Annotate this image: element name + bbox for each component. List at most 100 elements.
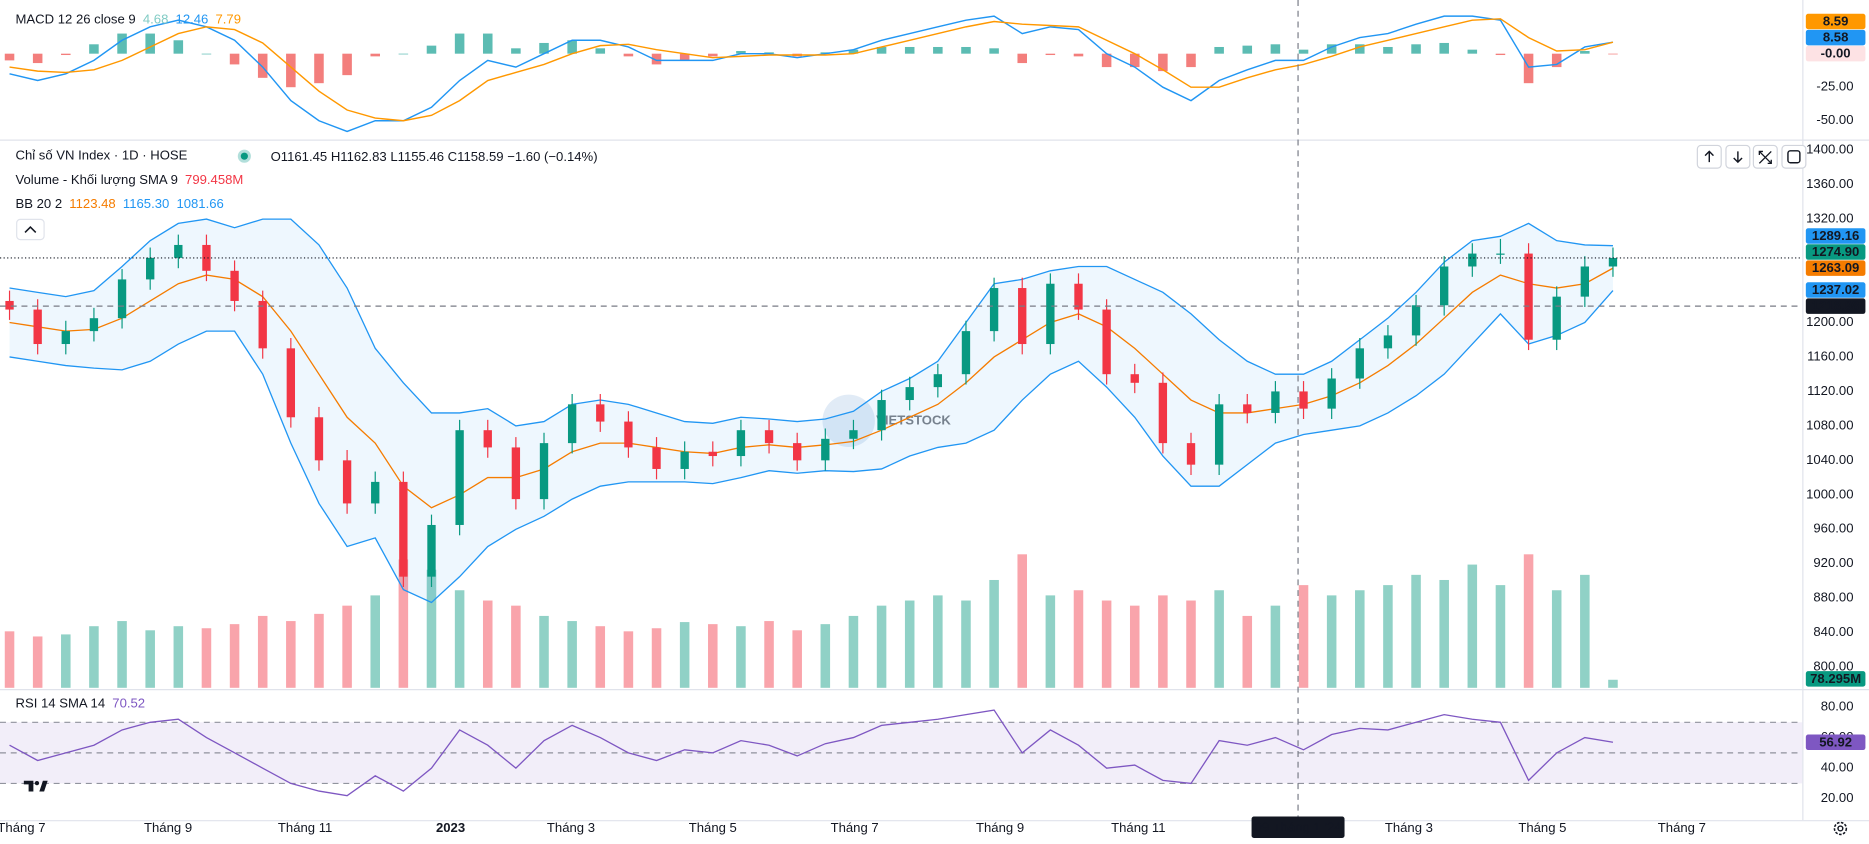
x-tick-label: Tháng 5 bbox=[689, 820, 737, 835]
candle-body bbox=[821, 438, 830, 461]
rsi-value: 70.52 bbox=[112, 696, 145, 711]
macd-histogram-bar bbox=[511, 48, 521, 54]
x-tick-label: Tháng 11 bbox=[1111, 820, 1165, 835]
macd-histogram-bar bbox=[398, 53, 409, 55]
macd-histogram-bar bbox=[736, 51, 746, 54]
volume-bar bbox=[1383, 585, 1393, 688]
macd-histogram-bar bbox=[567, 40, 577, 54]
candle-body bbox=[652, 447, 661, 469]
macd-signal-line bbox=[9, 18, 1614, 122]
rsi-legend: RSI 14 SMA 14 70.52 bbox=[15, 696, 145, 711]
candle-body bbox=[1214, 404, 1224, 465]
candle-body bbox=[61, 331, 70, 345]
tradingview-logo[interactable] bbox=[23, 780, 48, 792]
axis-value-label: -0.00 bbox=[1821, 46, 1851, 61]
candle-body bbox=[286, 348, 296, 418]
macd-signal-value: 7.79 bbox=[216, 12, 242, 27]
candle-body bbox=[1383, 335, 1393, 349]
volume-bar bbox=[1270, 605, 1281, 688]
collapse-pane-button[interactable] bbox=[1752, 144, 1778, 169]
candle-body bbox=[905, 387, 914, 401]
move-down-button[interactable] bbox=[1725, 144, 1751, 169]
candle-body bbox=[877, 400, 886, 431]
volume-bar bbox=[426, 569, 437, 688]
volume-bar bbox=[145, 630, 155, 688]
y-tick-label: 1400.00 bbox=[1806, 142, 1853, 157]
rsi-line bbox=[9, 709, 1614, 797]
rsi-value-label: 56.92 bbox=[1819, 734, 1852, 749]
x-tick-label: Tháng 7 bbox=[1658, 820, 1706, 835]
move-up-button[interactable] bbox=[1696, 144, 1722, 169]
x-tick-label: Tháng 3 bbox=[1385, 820, 1433, 835]
candle-body bbox=[399, 481, 408, 577]
volume-bar bbox=[1326, 595, 1337, 688]
macd-histogram-bar bbox=[314, 53, 324, 84]
plot-layer: VIETSTOCK bbox=[0, 15, 1803, 797]
macd-histogram-bar bbox=[1101, 53, 1112, 68]
axis-value-box bbox=[1805, 45, 1866, 62]
volume-bar bbox=[342, 605, 352, 688]
axis-value-box bbox=[1805, 298, 1866, 314]
volume-bar bbox=[89, 626, 99, 688]
rsi-value-box bbox=[1805, 734, 1866, 751]
y-tick-label: 1040.00 bbox=[1806, 452, 1853, 467]
macd-histogram-bar bbox=[1129, 53, 1140, 68]
bb-lower-line bbox=[9, 290, 1614, 604]
bb-upper-line bbox=[9, 218, 1613, 427]
macd-histogram-bar bbox=[286, 53, 296, 88]
settings-button[interactable] bbox=[1833, 821, 1848, 836]
axis-value-label: 8.58 bbox=[1823, 30, 1849, 45]
symbol-title: Chỉ số VN Index · 1D · HOSE bbox=[15, 148, 187, 163]
bb-legend: BB 20 2 1123.48 1165.30 1081.66 bbox=[15, 197, 223, 212]
x-tick-label: Tháng 9 bbox=[976, 820, 1024, 835]
candle-body bbox=[1468, 253, 1477, 267]
y-tick-label: -25.00 bbox=[1816, 79, 1853, 94]
candle-body bbox=[933, 374, 943, 388]
axis-value-box bbox=[1805, 244, 1866, 260]
macd-histogram-bar bbox=[117, 33, 127, 54]
volume-bar bbox=[1045, 595, 1056, 688]
macd-histogram-bar bbox=[1298, 49, 1309, 54]
candle-body bbox=[1552, 296, 1561, 340]
candle-body bbox=[1102, 309, 1111, 375]
bb-middle-line bbox=[9, 267, 1614, 509]
macd-histogram-bar bbox=[1214, 46, 1224, 54]
macd-histogram-bar bbox=[454, 33, 465, 54]
volume-bar bbox=[961, 600, 971, 688]
axis-value-box bbox=[1805, 228, 1866, 244]
macd-histogram-bar bbox=[904, 46, 915, 54]
volume-bar bbox=[482, 600, 493, 688]
candle-body bbox=[680, 451, 689, 469]
volume-bar bbox=[1439, 579, 1449, 688]
candle-body bbox=[1355, 348, 1364, 379]
rsi-name: RSI 14 SMA 14 bbox=[15, 696, 105, 711]
candle-body bbox=[89, 318, 99, 332]
collapse-legend-button[interactable] bbox=[16, 218, 45, 241]
volume-bar bbox=[1495, 585, 1506, 688]
volume-bar bbox=[876, 605, 887, 688]
candle-body bbox=[1299, 391, 1308, 409]
volume-bar bbox=[257, 615, 268, 688]
macd-histogram-bar bbox=[595, 48, 606, 54]
candle-body bbox=[174, 244, 183, 258]
volume-bar bbox=[32, 636, 43, 688]
candle-body bbox=[258, 300, 267, 349]
candle-body bbox=[736, 430, 746, 457]
candle-body bbox=[1158, 382, 1168, 444]
maximize-pane-button[interactable] bbox=[1781, 144, 1807, 169]
macd-histogram-bar bbox=[61, 53, 71, 56]
market-status-dot-inner bbox=[240, 152, 248, 160]
macd-histogram-bar bbox=[173, 40, 184, 54]
candle-body bbox=[596, 404, 605, 422]
volume-bar bbox=[117, 621, 127, 688]
axis-value-label: 1263.09 bbox=[1812, 260, 1859, 275]
macd-histogram-bar bbox=[426, 45, 437, 54]
candle-body bbox=[961, 331, 971, 375]
x-tick-label: Tháng 7 bbox=[0, 820, 46, 835]
y-tick-label: 800.00 bbox=[1813, 659, 1853, 674]
candle-body bbox=[230, 270, 239, 301]
volume-bar bbox=[708, 624, 718, 688]
bb-lower-value: 1081.66 bbox=[176, 197, 223, 212]
macd-histogram-bar bbox=[4, 53, 15, 61]
